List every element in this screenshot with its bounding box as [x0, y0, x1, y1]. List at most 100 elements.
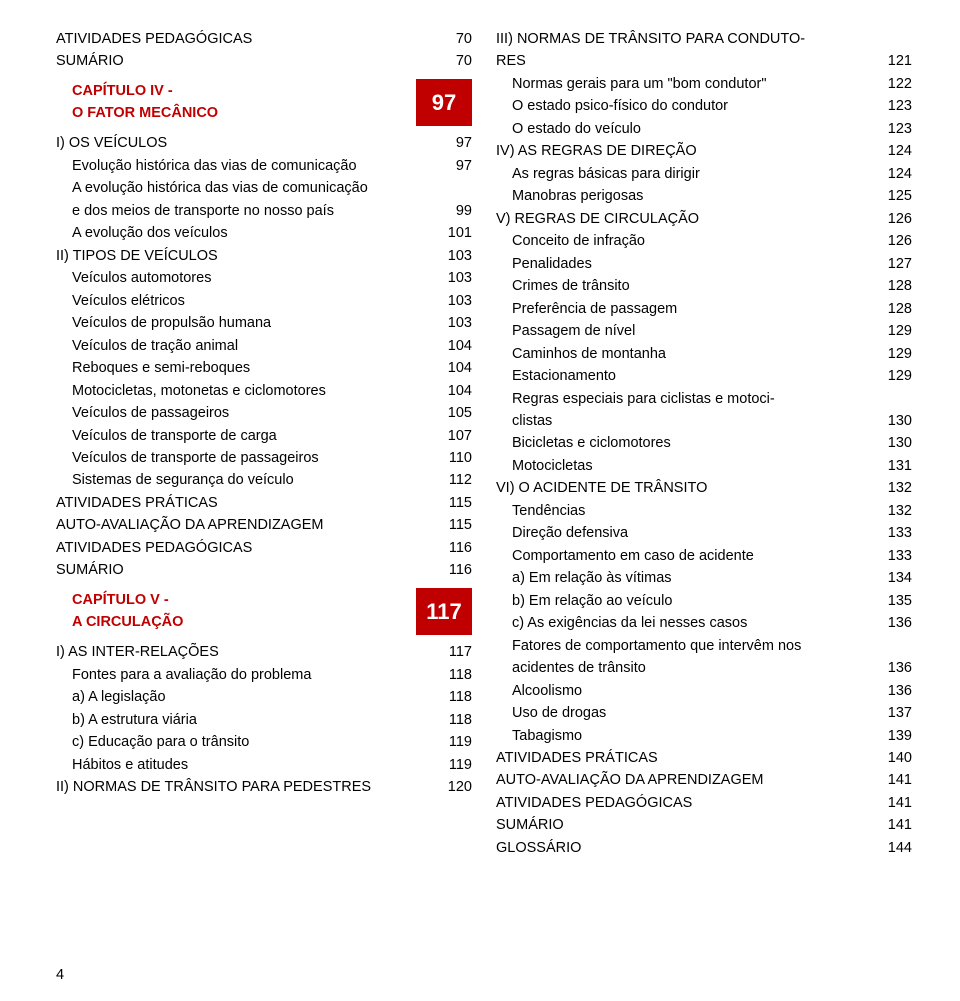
toc-entry: b) A estrutura viária118: [56, 709, 472, 731]
toc-entry: Veículos de passageiros105: [56, 402, 472, 424]
toc-entry-label: Fatores de comportamento que intervêm no…: [496, 635, 876, 657]
toc-entry-label: Veículos de transporte de carga: [56, 425, 436, 447]
toc-entry-label: b) A estrutura viária: [56, 709, 436, 731]
toc-entry-label: III) NORMAS DE TRÂNSITO PARA CONDUTO-: [496, 28, 876, 50]
toc-entry-label: GLOSSÁRIO: [496, 837, 876, 859]
toc-entry-label: Tendências: [496, 500, 876, 522]
toc-entry-label: Fontes para a avaliação do problema: [56, 664, 436, 686]
toc-entry-label: Reboques e semi-reboques: [56, 357, 436, 379]
toc-entry: Sistemas de segurança do veículo112: [56, 469, 472, 491]
toc-entry: AUTO-AVALIAÇÃO DA APRENDIZAGEM115: [56, 514, 472, 536]
toc-entry-page: 103: [436, 245, 472, 267]
toc-entry-label: Direção defensiva: [496, 522, 876, 544]
toc-entry-page: 137: [876, 702, 912, 724]
toc-entry-label: IV) AS REGRAS DE DIREÇÃO: [496, 140, 876, 162]
toc-entry-label: Veículos elétricos: [56, 290, 436, 312]
toc-entry: Tendências132: [496, 500, 912, 522]
toc-entry-label: Veículos de tração animal: [56, 335, 436, 357]
page-number: 4: [56, 967, 64, 983]
toc-entry-page: 118: [436, 686, 472, 708]
toc-entry-label: clistas: [496, 410, 876, 432]
toc-entry: I) AS INTER-RELAÇÕES117: [56, 641, 472, 663]
toc-entry-label: c) As exigências da lei nesses casos: [496, 612, 876, 634]
toc-entry-label: Passagem de nível: [496, 320, 876, 342]
toc-entry-page: 129: [876, 343, 912, 365]
toc-entry: a) Em relação às vítimas134: [496, 567, 912, 589]
toc-entry-label: b) Em relação ao veículo: [496, 590, 876, 612]
toc-entry: Veículos automotores103: [56, 267, 472, 289]
chapter-page-badge: 97: [416, 79, 472, 127]
toc-entry-page: 122: [876, 73, 912, 95]
toc-entry-label: a) Em relação às vítimas: [496, 567, 876, 589]
toc-entry-page: 132: [876, 477, 912, 499]
toc-entry-page: 105: [436, 402, 472, 424]
toc-entry: O estado psico-físico do condutor123: [496, 95, 912, 117]
toc-entry-page: 126: [876, 230, 912, 252]
toc-entry-page: 127: [876, 253, 912, 275]
toc-entry-label: I) AS INTER-RELAÇÕES: [56, 641, 436, 663]
toc-entry-page: 136: [876, 612, 912, 634]
toc-entry: Estacionamento129: [496, 365, 912, 387]
toc-entry-label: V) REGRAS DE CIRCULAÇÃO: [496, 208, 876, 230]
toc-entry-page: 103: [436, 290, 472, 312]
toc-entry: SUMÁRIO116: [56, 559, 472, 581]
toc-entry: Conceito de infração126: [496, 230, 912, 252]
toc-entry: II) TIPOS DE VEÍCULOS103: [56, 245, 472, 267]
toc-entry: Reboques e semi-reboques104: [56, 357, 472, 379]
toc-entry: Veículos de transporte de passageiros110: [56, 447, 472, 469]
toc-entry: Evolução histórica das vias de comunicaç…: [56, 155, 472, 177]
toc-entry-label: SUMÁRIO: [56, 559, 436, 581]
toc-entry-page: 103: [436, 267, 472, 289]
toc-entry-label: Preferência de passagem: [496, 298, 876, 320]
toc-entry-page: 107: [436, 425, 472, 447]
toc-entry-label: Comportamento em caso de acidente: [496, 545, 876, 567]
chapter-page-badge: 117: [416, 588, 472, 636]
toc-entry-page: 133: [876, 522, 912, 544]
toc-entry-label: Veículos de propulsão humana: [56, 312, 436, 334]
toc-entry: AUTO-AVALIAÇÃO DA APRENDIZAGEM141: [496, 769, 912, 791]
toc-entry-page: 101: [436, 222, 472, 244]
toc-entry: VI) O ACIDENTE DE TRÂNSITO132: [496, 477, 912, 499]
toc-entry-label: Veículos de transporte de passageiros: [56, 447, 436, 469]
toc-entry-page: 70: [436, 50, 472, 72]
toc-entry-page: 118: [436, 664, 472, 686]
toc-entry-label: Conceito de infração: [496, 230, 876, 252]
toc-entry-label: Crimes de trânsito: [496, 275, 876, 297]
toc-entry: Regras especiais para ciclistas e motoci…: [496, 388, 912, 410]
toc-entry: c) As exigências da lei nesses casos136: [496, 612, 912, 634]
toc-entry-label: RES: [496, 50, 876, 72]
toc-left-column: ATIVIDADES PEDAGÓGICAS70SUMÁRIO70CAPÍTUL…: [56, 28, 472, 968]
toc-entry: SUMÁRIO141: [496, 814, 912, 836]
toc-entry-label: Estacionamento: [496, 365, 876, 387]
toc-entry-page: 121: [876, 50, 912, 72]
toc-entry: ATIVIDADES PEDAGÓGICAS70: [56, 28, 472, 50]
toc-entry-page: 130: [876, 432, 912, 454]
toc-entry-label: Manobras perigosas: [496, 185, 876, 207]
toc-entry: Motocicletas131: [496, 455, 912, 477]
toc-entry: A evolução histórica das vias de comunic…: [56, 177, 472, 199]
toc-entry-page: 115: [436, 492, 472, 514]
toc-entry: Comportamento em caso de acidente133: [496, 545, 912, 567]
toc-entry-label: A evolução dos veículos: [56, 222, 436, 244]
toc-entry-page: 97: [436, 132, 472, 154]
toc-entry: Veículos de transporte de carga107: [56, 425, 472, 447]
toc-entry: clistas130: [496, 410, 912, 432]
toc-entry-page: 104: [436, 335, 472, 357]
toc-entry-page: 134: [876, 567, 912, 589]
toc-entry: Preferência de passagem128: [496, 298, 912, 320]
toc-entry-page: 141: [876, 792, 912, 814]
toc-entry-page: 141: [876, 769, 912, 791]
toc-entry-page: 124: [876, 140, 912, 162]
chapter-heading: CAPÍTULO IV -O FATOR MECÂNICO97: [72, 79, 472, 127]
toc-entry-page: 117: [436, 641, 472, 663]
toc-entry-page: 116: [436, 537, 472, 559]
toc-entry: Hábitos e atitudes119: [56, 754, 472, 776]
toc-entry-label: II) TIPOS DE VEÍCULOS: [56, 245, 436, 267]
toc-entry: Uso de drogas137: [496, 702, 912, 724]
toc-entry-label: a) A legislação: [56, 686, 436, 708]
toc-entry: O estado do veículo123: [496, 118, 912, 140]
toc-entry-label: c) Educação para o trânsito: [56, 731, 436, 753]
toc-entry: SUMÁRIO70: [56, 50, 472, 72]
toc-entry-label: Alcoolismo: [496, 680, 876, 702]
toc-entry-label: A evolução histórica das vias de comunic…: [56, 177, 436, 199]
